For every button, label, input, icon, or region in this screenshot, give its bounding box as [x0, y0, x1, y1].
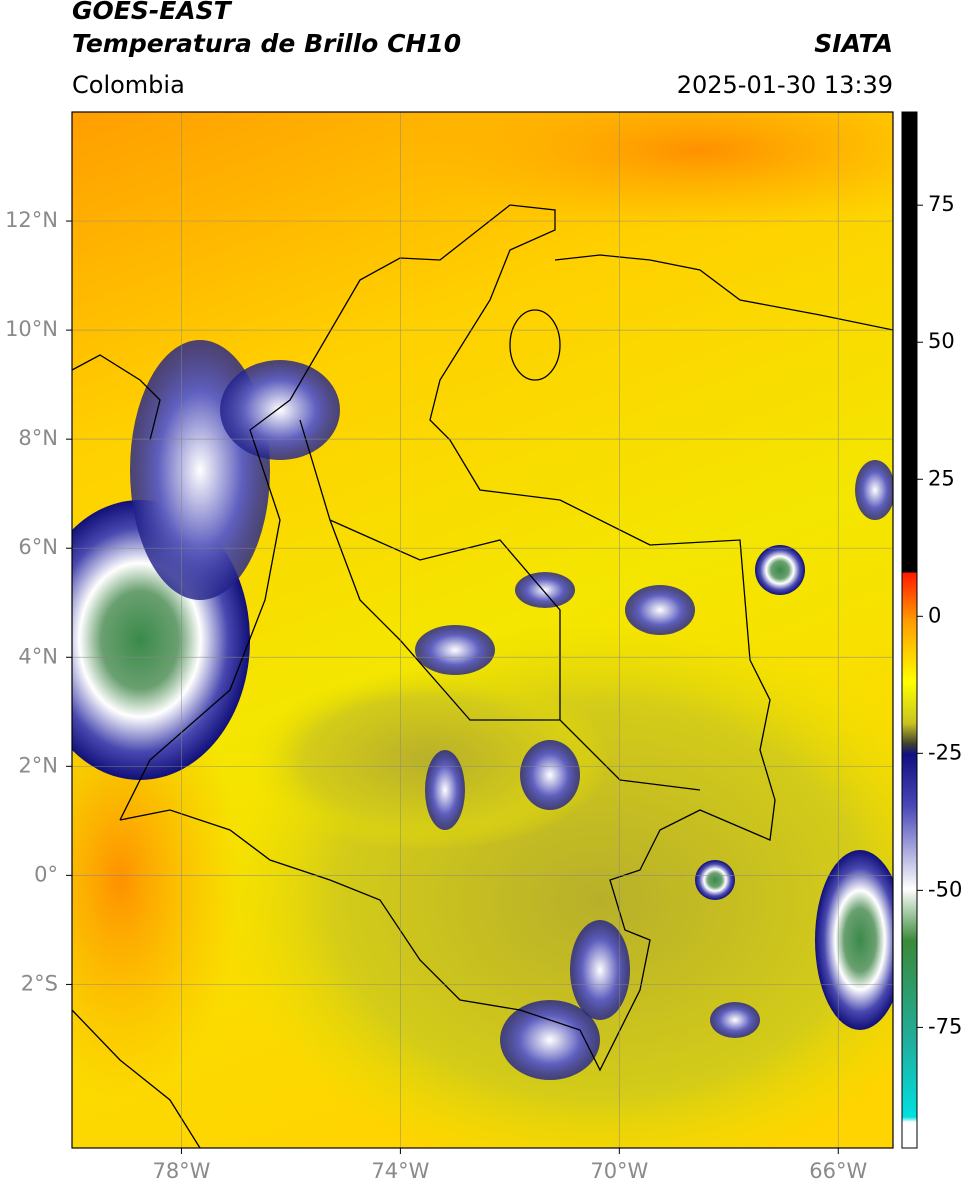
x-tick-label: 78°W [152, 1159, 210, 1183]
x-tick-label: 70°W [590, 1159, 648, 1183]
cloud [695, 860, 735, 900]
colorbar-tick-label: 0 [928, 603, 941, 627]
colorbar-tick-label: 50 [928, 329, 955, 353]
y-tick-label: 6°N [18, 535, 58, 559]
y-tick-label: 2°S [21, 971, 58, 995]
satellite: GOES-EAST [72, 0, 233, 25]
datetime: 2025-01-30 13:39 [677, 71, 893, 99]
cloud [855, 460, 893, 520]
region: Colombia [72, 71, 185, 99]
cloud [815, 850, 893, 1030]
colorbar-tick-label: -50 [928, 877, 962, 901]
cloud [415, 625, 495, 675]
product: Temperatura de Brillo CH10 [72, 29, 461, 58]
cool-area [250, 670, 610, 850]
cloud [515, 572, 575, 608]
cloud [755, 545, 805, 595]
y-tick-label: 10°N [5, 317, 58, 341]
y-tick-label: 2°N [18, 753, 58, 777]
x-tick-label: 74°W [371, 1159, 429, 1183]
warm-area [400, 112, 893, 230]
cloud [520, 740, 580, 810]
y-tick-label: 4°N [18, 644, 58, 668]
x-tick-label: 66°W [809, 1159, 867, 1183]
colombia-border [119, 204, 776, 1072]
source: SIATA [814, 29, 893, 58]
cloud [570, 920, 630, 1020]
colorbar-tick-label: 75 [928, 192, 955, 216]
borders [72, 204, 893, 1148]
map-frame [71, 111, 894, 1149]
lake-maracaibo [509, 309, 561, 381]
internal-borders [329, 519, 561, 720]
y-tick-label: 8°N [18, 426, 58, 450]
cloud [500, 1000, 600, 1080]
colorbar-tick-label: 25 [928, 466, 955, 490]
y-tick-label: 0° [34, 862, 58, 886]
cloud [425, 750, 465, 830]
colorbar-tick-label: -75 [928, 1014, 962, 1038]
internal-borders [299, 419, 701, 791]
cloud [220, 360, 340, 460]
venezuela-coast [554, 254, 893, 331]
colorbar-tick-label: -25 [928, 740, 962, 764]
grid [72, 112, 893, 1148]
ecuador-peru-border [72, 1009, 201, 1148]
cloud [625, 585, 695, 635]
cloud [710, 1002, 760, 1038]
map [72, 112, 893, 1148]
panama-coast [72, 354, 161, 441]
colorbar [901, 111, 918, 1149]
y-tick-label: 12°N [5, 208, 58, 232]
